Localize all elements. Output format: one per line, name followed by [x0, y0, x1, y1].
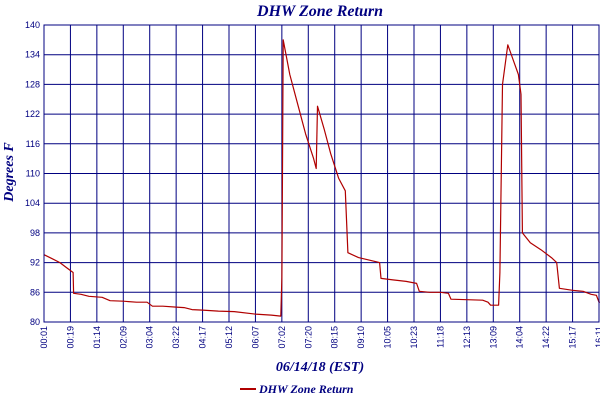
y-tick-label: 104	[25, 198, 40, 208]
x-tick-label: 07:20	[303, 326, 313, 349]
x-tick-label: 15:17	[568, 326, 578, 349]
x-tick-label: 14:04	[515, 326, 525, 349]
x-tick-labels: 00:01 00:19 01:14 02:09 03:04 03:22 04:17 05:12…	[39, 326, 600, 349]
gridlines	[43, 24, 600, 323]
series-line-0	[43, 39, 600, 317]
x-tick-label: 09:10	[356, 326, 366, 349]
x-tick-label: 03:22	[171, 326, 181, 349]
plot-frame	[43, 24, 600, 323]
y-tick-label: 140	[25, 20, 40, 30]
legend: DHW Zone Return	[240, 382, 354, 396]
series-lines	[43, 39, 600, 317]
x-tick-label: 16:11	[594, 326, 600, 348]
x-tick-label: 07:02	[277, 326, 287, 349]
y-tick-label: 86	[30, 287, 40, 297]
x-tick-label: 06:07	[250, 326, 260, 349]
x-tick-label: 08:15	[330, 326, 340, 349]
x-tick-label: 04:17	[198, 326, 208, 349]
x-tick-label: 00:01	[39, 326, 49, 349]
x-tick-label: 14:22	[541, 326, 551, 349]
y-tick-label: 80	[30, 317, 40, 327]
x-tick-label: 10:05	[383, 326, 393, 349]
y-tick-label: 92	[30, 258, 40, 268]
x-tick-label: 02:09	[118, 326, 128, 349]
y-tick-label: 116	[26, 139, 40, 149]
y-axis-label: Degrees F	[2, 142, 17, 203]
x-tick-label: 01:14	[92, 326, 102, 349]
x-tick-label: 05:12	[224, 326, 234, 349]
x-tick-label: 11:18	[435, 326, 445, 348]
y-tick-label: 98	[30, 228, 40, 238]
chart-title: DHW Zone Return	[256, 3, 383, 20]
legend-label: DHW Zone Return	[258, 382, 354, 396]
x-tick-label: 12:13	[462, 326, 472, 349]
y-tick-label: 122	[25, 109, 40, 119]
x-tick-label: 00:19	[65, 326, 75, 349]
y-tick-label: 128	[25, 79, 40, 89]
y-tick-label: 134	[25, 50, 40, 60]
x-tick-label: 13:09	[488, 326, 498, 349]
x-tick-label: 10:23	[409, 326, 419, 349]
x-axis-label: 06/14/18 (EST)	[276, 360, 364, 375]
y-tick-labels: 80 86 92 98 104 110 116 122 128 134 140	[25, 20, 40, 327]
x-tick-label: 03:04	[145, 326, 155, 349]
y-tick-label: 110	[26, 169, 40, 179]
